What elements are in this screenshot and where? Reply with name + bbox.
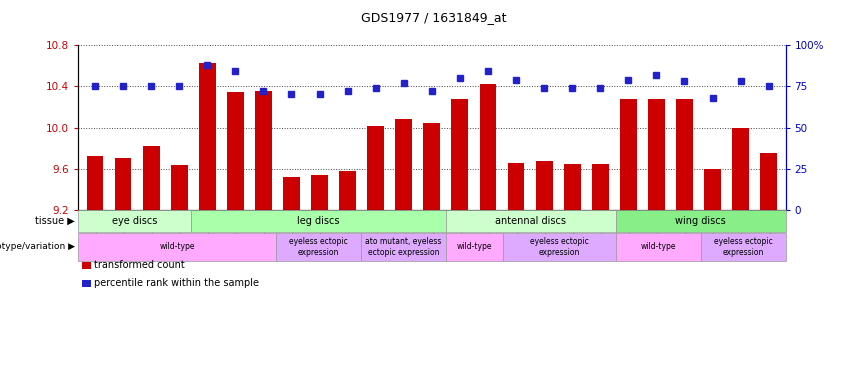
- Bar: [367, 126, 385, 210]
- Bar: [171, 165, 187, 210]
- Text: antennal discs: antennal discs: [496, 216, 566, 226]
- Bar: [451, 99, 469, 210]
- Bar: [199, 63, 215, 210]
- Text: wing discs: wing discs: [675, 216, 726, 226]
- Bar: [227, 93, 244, 210]
- Text: GDS1977 / 1631849_at: GDS1977 / 1631849_at: [361, 11, 507, 24]
- Bar: [704, 169, 721, 210]
- Bar: [592, 164, 608, 210]
- Bar: [760, 153, 777, 210]
- Bar: [87, 156, 103, 210]
- Bar: [395, 119, 412, 210]
- Text: wild-type: wild-type: [457, 243, 492, 251]
- Text: eyeless ectopic
expression: eyeless ectopic expression: [289, 237, 348, 256]
- Text: percentile rank within the sample: percentile rank within the sample: [94, 279, 259, 288]
- Text: leg discs: leg discs: [298, 216, 340, 226]
- Text: eyeless ectopic
expression: eyeless ectopic expression: [713, 237, 773, 256]
- Bar: [648, 99, 665, 210]
- Bar: [255, 92, 272, 210]
- Text: ato mutant, eyeless
ectopic expression: ato mutant, eyeless ectopic expression: [365, 237, 442, 256]
- Bar: [479, 84, 496, 210]
- Bar: [508, 162, 524, 210]
- Bar: [311, 175, 328, 210]
- Bar: [424, 123, 440, 210]
- Text: genotype/variation ▶: genotype/variation ▶: [0, 243, 75, 251]
- Bar: [733, 128, 749, 210]
- Bar: [283, 177, 299, 210]
- Bar: [142, 146, 160, 210]
- Bar: [676, 99, 693, 210]
- Bar: [115, 159, 131, 210]
- Bar: [339, 171, 356, 210]
- Bar: [564, 164, 581, 210]
- Text: transformed count: transformed count: [94, 261, 185, 270]
- Bar: [620, 99, 637, 210]
- Text: wild-type: wild-type: [160, 243, 195, 251]
- Text: eyeless ectopic
expression: eyeless ectopic expression: [529, 237, 589, 256]
- Text: wild-type: wild-type: [641, 243, 676, 251]
- Bar: [536, 160, 553, 210]
- Text: tissue ▶: tissue ▶: [35, 216, 75, 226]
- Text: eye discs: eye discs: [112, 216, 157, 226]
